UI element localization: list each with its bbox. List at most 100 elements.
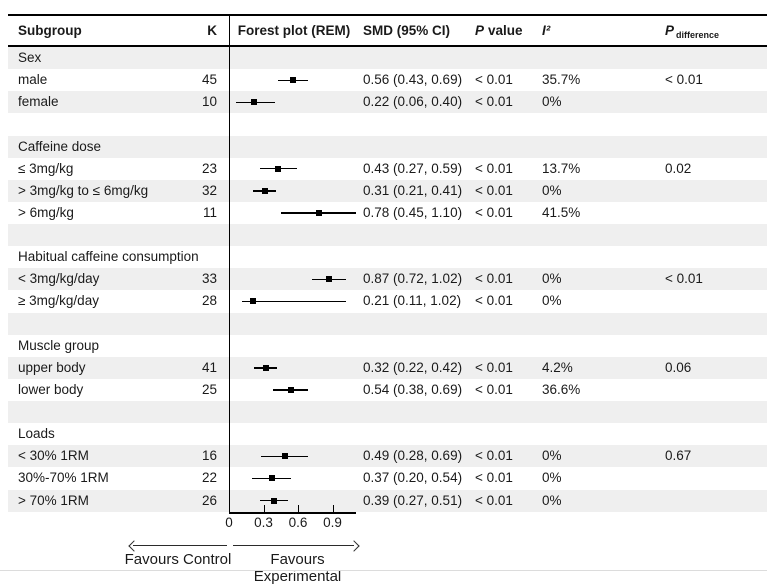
row-label: ≤ 3mg/kg <box>18 160 74 176</box>
table-row: < 30% 1RM 16 0.49 (0.28, 0.69) < 0.01 0% 0.67 <box>8 445 767 468</box>
section-label: Sex <box>18 50 42 65</box>
ci-line <box>241 300 347 303</box>
favours-control-label: Favours Control <box>124 551 232 568</box>
favours-experimental-label: Favours Experimental <box>253 551 342 585</box>
p-value: < 0.01 <box>475 448 513 464</box>
smd-ci-value: 0.22 (0.06, 0.40) <box>363 94 463 110</box>
section-row: Loads <box>8 423 767 445</box>
table-row: < 3mg/kg/day 33 0.87 (0.72, 1.02) < 0.01 0% <… <box>8 268 767 291</box>
point-estimate-marker <box>282 453 289 460</box>
favours-control-arrow <box>133 545 227 546</box>
row-label: male <box>18 72 48 88</box>
k-value: 26 <box>201 492 217 508</box>
smd-ci-value: 0.37 (0.20, 0.54) <box>363 470 463 486</box>
table-row: ≥ 3mg/kg/day 28 0.21 (0.11, 1.02) < 0.01 0% <box>8 290 767 312</box>
smd-ci-value: 0.56 (0.43, 0.69) <box>363 72 463 88</box>
p-value: < 0.01 <box>475 160 513 176</box>
smd-ci-value: 0.78 (0.45, 1.10) <box>363 204 463 220</box>
p-value: < 0.01 <box>475 470 513 486</box>
table-row: female 10 0.22 (0.06, 0.40) < 0.01 0% <box>8 91 767 114</box>
table-row: ≤ 3mg/kg 23 0.43 (0.27, 0.59) < 0.01 13.7% 0.… <box>8 158 767 180</box>
section-row: Caffeine dose <box>8 135 767 158</box>
p-value: < 0.01 <box>475 293 513 309</box>
row-label: > 70% 1RM <box>18 492 89 508</box>
point-estimate-marker <box>261 187 268 194</box>
smd-ci-value: 0.31 (0.21, 0.41) <box>363 182 463 198</box>
x-axis-tick-label: 0 <box>225 515 233 530</box>
row-label: > 6mg/kg <box>18 204 74 220</box>
col-forest-plot: Forest plot (REM) <box>237 23 351 38</box>
section-label: Muscle group <box>18 337 100 353</box>
row-label: > 3mg/kg to ≤ 6mg/kg <box>18 182 149 198</box>
p-difference-italic: P <box>665 23 675 38</box>
k-value: 33 <box>201 271 217 287</box>
point-estimate-marker <box>275 165 282 172</box>
section-row: Sex <box>8 47 767 70</box>
p-value: < 0.01 <box>475 94 513 110</box>
x-axis-tick <box>229 505 230 512</box>
smd-ci-value: 0.21 (0.11, 1.02) <box>363 293 462 309</box>
k-value: 25 <box>201 381 217 397</box>
x-axis-tick <box>332 505 334 512</box>
col-smd-ci: SMD (95% CI) <box>363 23 451 38</box>
x-axis-tick-label: 0.3 <box>254 515 273 530</box>
i2-value: 4.2% <box>542 359 573 375</box>
favours-experimental-arrow <box>233 545 354 546</box>
section-row: Habitual caffeine consumption <box>8 246 767 268</box>
table-row: lower body 25 0.54 (0.38, 0.69) < 0.01 36.6% <box>8 379 767 401</box>
p-value-word: value <box>488 23 523 38</box>
k-value: 16 <box>201 448 217 464</box>
right-arrowhead-icon <box>348 540 360 552</box>
p-difference-value: 0.67 <box>665 448 692 464</box>
x-axis-tick-label: 0.9 <box>323 515 342 530</box>
point-estimate-marker <box>290 77 297 84</box>
bottom-divider <box>0 570 767 571</box>
blank-row <box>8 312 767 335</box>
p-value: < 0.01 <box>475 204 513 220</box>
x-axis-tick-label: 0.6 <box>288 515 308 530</box>
i2-value: 36.6% <box>542 381 581 397</box>
table-row: > 3mg/kg to ≤ 6mg/kg 32 0.31 (0.21, 0.41) <… <box>8 179 767 202</box>
p-difference-value: 0.06 <box>665 359 692 375</box>
p-value: < 0.01 <box>475 271 513 287</box>
point-estimate-marker <box>270 497 277 504</box>
smd-ci-value: 0.43 (0.27, 0.59) <box>363 160 463 176</box>
blank-row <box>8 224 767 247</box>
col-i-squared: I² <box>542 16 550 45</box>
p-difference-value: 0.02 <box>665 160 692 176</box>
zero-line-divider <box>229 14 230 512</box>
i2-value: 35.7% <box>542 72 581 88</box>
point-estimate-marker <box>250 298 257 305</box>
table-header: Subgroup K Forest plot (REM) SMD (95% CI… <box>8 14 767 47</box>
i2-value: 0% <box>542 470 562 486</box>
table-row: > 6mg/kg 11 0.78 (0.45, 1.10) < 0.01 41.5% <box>8 202 767 224</box>
section-row: Muscle group <box>8 335 767 357</box>
table-row: male 45 0.56 (0.43, 0.69) < 0.01 35.7% < 0.01 <box>8 69 767 91</box>
point-estimate-marker <box>288 386 295 393</box>
p-value: < 0.01 <box>475 492 513 508</box>
k-value: 41 <box>201 359 217 375</box>
p-value: < 0.01 <box>475 359 513 375</box>
col-subgroup: Subgroup <box>18 23 82 38</box>
i2-value: 0% <box>542 182 562 198</box>
row-label: upper body <box>18 359 86 375</box>
i2-value: 13.7% <box>542 160 581 176</box>
section-label: Caffeine dose <box>18 138 102 154</box>
k-value: 22 <box>201 470 217 486</box>
smd-ci-value: 0.54 (0.38, 0.69) <box>363 381 463 397</box>
p-difference-subscript: difference <box>676 30 720 40</box>
smd-ci-value: 0.49 (0.28, 0.69) <box>363 448 463 464</box>
k-value: 28 <box>201 293 217 309</box>
p-difference-value: < 0.01 <box>665 271 703 287</box>
row-label: ≥ 3mg/kg/day <box>18 293 99 309</box>
k-value: 10 <box>201 94 217 110</box>
k-value: 23 <box>201 160 217 176</box>
p-value-italic: P <box>475 23 485 38</box>
table-row: > 70% 1RM 26 0.39 (0.27, 0.51) < 0.01 0% <box>8 489 767 512</box>
left-arrowhead-icon <box>128 540 140 552</box>
smd-ci-value: 0.32 (0.22, 0.42) <box>363 359 463 375</box>
point-estimate-marker <box>315 209 322 216</box>
row-label: female <box>18 94 59 110</box>
